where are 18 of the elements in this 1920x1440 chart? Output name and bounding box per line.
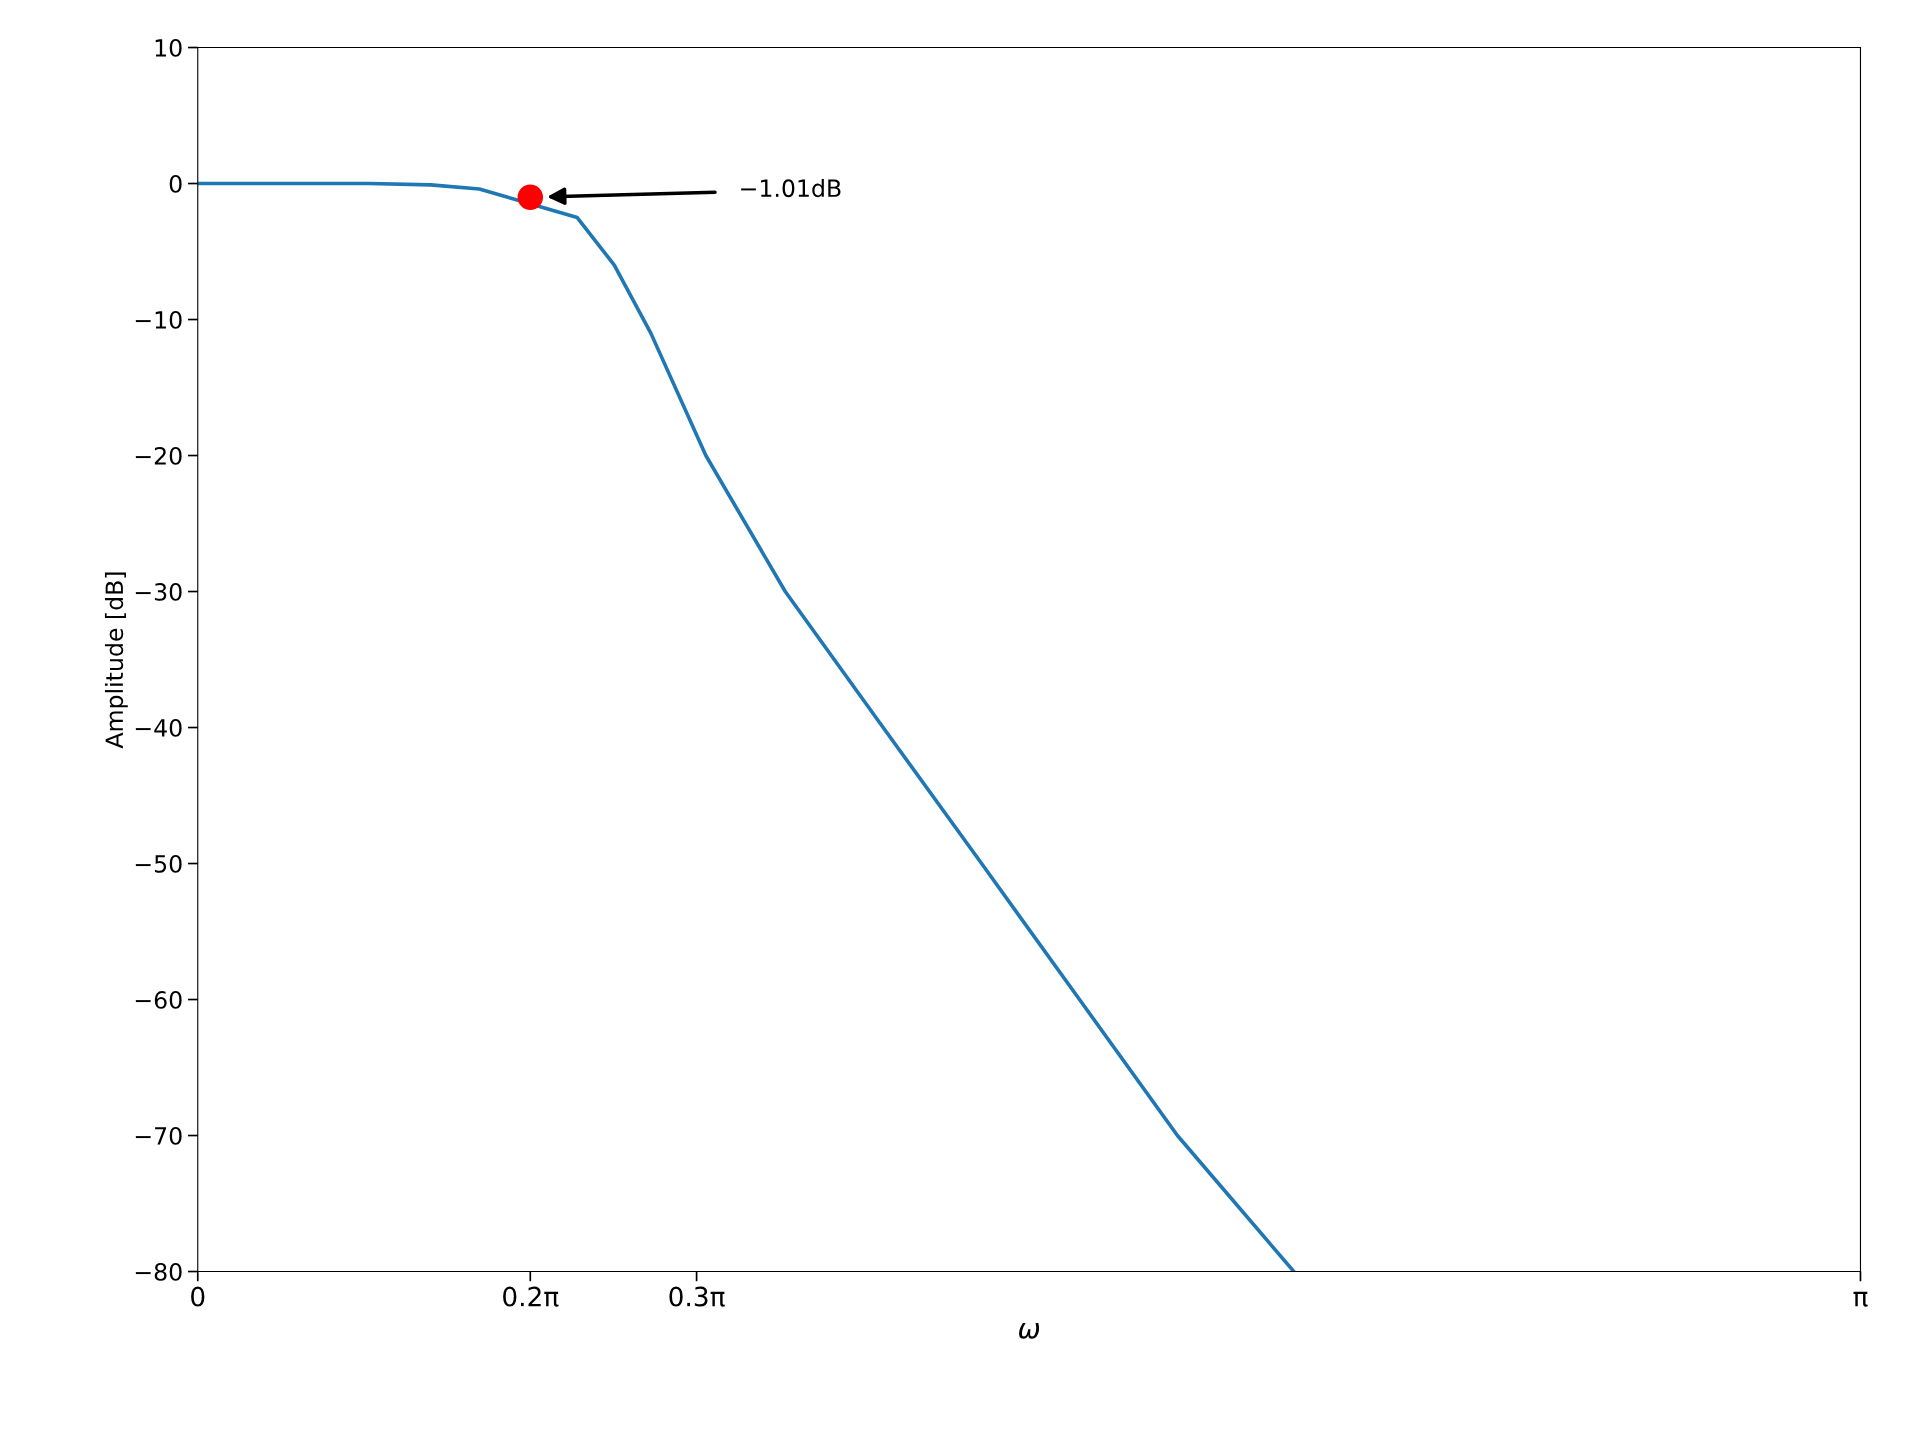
y-tick-label: −20 xyxy=(135,446,182,465)
x-axis-title: ω xyxy=(1019,1323,1040,1339)
x-tick-label: 0 xyxy=(191,1286,205,1307)
y-tick-label: −40 xyxy=(135,718,182,737)
y-tick-label: −80 xyxy=(135,1262,182,1281)
line-series xyxy=(197,181,1296,1272)
y-tick-label: 10 xyxy=(155,38,182,57)
annotation: −1.01dB xyxy=(741,178,841,198)
x-tick-label: π xyxy=(1853,1291,1868,1307)
y-tick-label: −60 xyxy=(135,990,182,1009)
y-tick-label: −70 xyxy=(135,1126,182,1145)
y-tick-label: −50 xyxy=(135,854,182,873)
x-tick-label: 0.3π xyxy=(669,1286,725,1307)
y-tick-label: 0 xyxy=(169,174,182,193)
y-tick-label: −10 xyxy=(135,310,182,329)
y-tick-label: −30 xyxy=(135,582,182,601)
y-axis-title: Amplitude [dB] xyxy=(104,572,128,749)
x-tick-label: 0.2π xyxy=(503,1286,559,1307)
